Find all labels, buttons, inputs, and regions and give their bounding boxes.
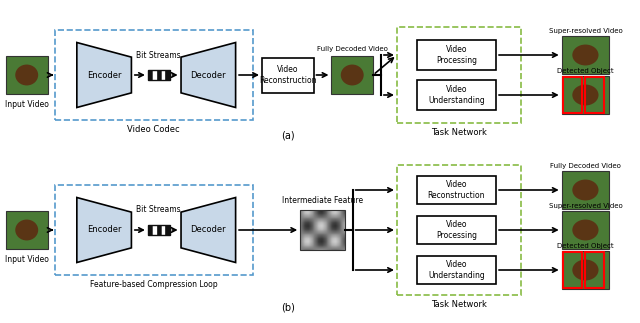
FancyBboxPatch shape <box>417 80 496 110</box>
Text: Decoder: Decoder <box>191 70 226 79</box>
Bar <box>148 70 152 80</box>
Bar <box>165 225 170 235</box>
Text: Task Network: Task Network <box>431 300 487 309</box>
Text: Video
Processing: Video Processing <box>436 220 477 240</box>
Ellipse shape <box>572 85 598 105</box>
Ellipse shape <box>572 260 598 280</box>
Text: Encoder: Encoder <box>87 225 122 234</box>
Text: Super-resolved Video: Super-resolved Video <box>548 28 622 34</box>
Text: (b): (b) <box>281 303 294 313</box>
Text: Video Codec: Video Codec <box>127 125 180 134</box>
Bar <box>562 76 609 114</box>
Bar <box>6 211 47 249</box>
FancyBboxPatch shape <box>417 176 496 204</box>
Text: Intermediate Feature: Intermediate Feature <box>282 196 363 205</box>
Bar <box>54 185 253 275</box>
Bar <box>586 77 604 113</box>
Text: Super-resolved Video: Super-resolved Video <box>548 203 622 209</box>
Text: Video
Processing: Video Processing <box>436 45 477 65</box>
Text: Encoder: Encoder <box>87 70 122 79</box>
Bar <box>157 70 161 80</box>
Text: Bit Streams: Bit Streams <box>136 205 181 214</box>
Bar <box>54 30 253 120</box>
Ellipse shape <box>572 45 598 66</box>
Bar <box>563 77 582 113</box>
Bar <box>152 225 157 235</box>
Bar <box>332 56 373 94</box>
Bar <box>300 210 345 250</box>
Ellipse shape <box>340 65 364 86</box>
Bar <box>161 225 165 235</box>
Text: Video
Reconstruction: Video Reconstruction <box>259 65 316 85</box>
Text: Fully Decoded Video: Fully Decoded Video <box>550 163 621 169</box>
Bar <box>165 70 170 80</box>
Ellipse shape <box>572 180 598 201</box>
Text: Fully Decoded Video: Fully Decoded Video <box>317 46 388 52</box>
Text: Detected Object: Detected Object <box>557 243 614 249</box>
Text: Input Video: Input Video <box>4 255 49 264</box>
FancyBboxPatch shape <box>417 256 496 284</box>
Bar <box>397 27 521 123</box>
Ellipse shape <box>15 220 38 240</box>
Ellipse shape <box>572 220 598 240</box>
Bar <box>148 70 170 80</box>
Bar <box>148 225 152 235</box>
Ellipse shape <box>15 65 38 86</box>
FancyBboxPatch shape <box>262 57 314 92</box>
Text: Video
Reconstruction: Video Reconstruction <box>428 180 485 200</box>
Bar <box>157 225 161 235</box>
Text: Bit Streams: Bit Streams <box>136 50 181 59</box>
Bar <box>397 165 521 295</box>
Bar <box>562 211 609 249</box>
Bar <box>562 251 609 289</box>
Text: Task Network: Task Network <box>431 128 487 137</box>
Polygon shape <box>77 43 131 108</box>
Bar <box>152 70 157 80</box>
Bar <box>148 225 170 235</box>
Text: Feature-based Compression Loop: Feature-based Compression Loop <box>90 280 218 289</box>
Bar <box>562 36 609 74</box>
Text: (a): (a) <box>281 130 294 140</box>
FancyBboxPatch shape <box>417 216 496 244</box>
Bar <box>586 252 604 288</box>
Text: Detected Object: Detected Object <box>557 68 614 74</box>
Bar <box>562 171 609 209</box>
Bar <box>563 252 582 288</box>
Text: Video
Understanding: Video Understanding <box>428 85 484 105</box>
Polygon shape <box>77 197 131 263</box>
Bar <box>161 70 165 80</box>
Polygon shape <box>181 43 236 108</box>
Bar <box>6 56 47 94</box>
Text: Decoder: Decoder <box>191 225 226 234</box>
Text: Video
Understanding: Video Understanding <box>428 260 484 280</box>
FancyBboxPatch shape <box>417 40 496 70</box>
Text: Input Video: Input Video <box>4 100 49 109</box>
Polygon shape <box>181 197 236 263</box>
